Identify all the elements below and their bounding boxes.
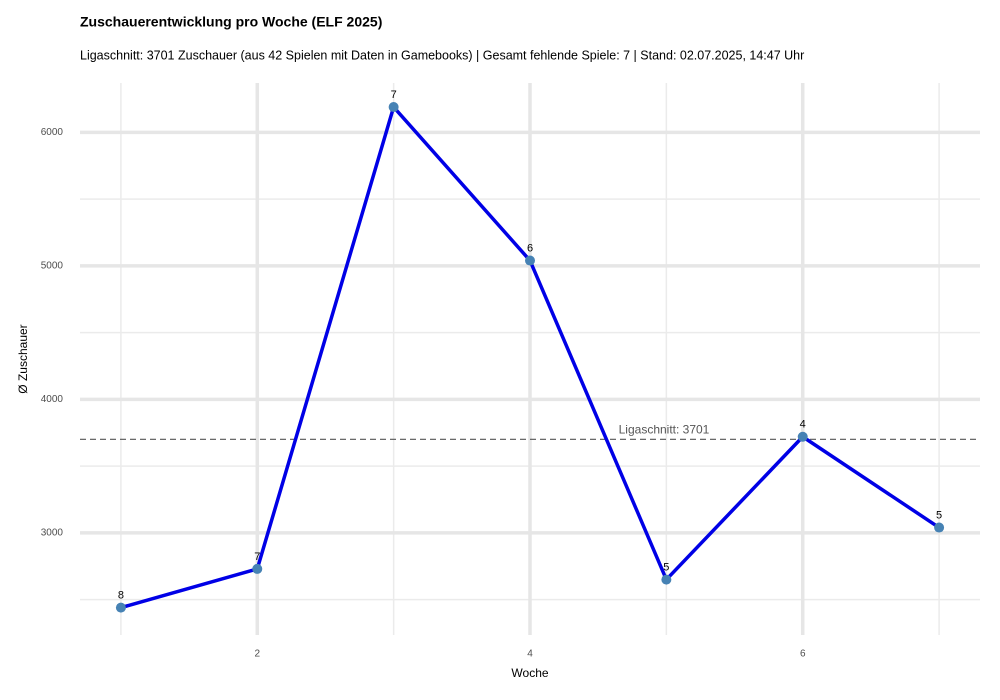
y-tick-label: 6000 [41, 127, 64, 138]
data-point [661, 574, 672, 585]
reference-label: Ligaschnitt: 3701 [619, 422, 710, 436]
point-label: 8 [118, 590, 124, 602]
data-point [797, 431, 808, 442]
chart-title: Zuschauerentwicklung pro Woche (ELF 2025… [80, 14, 382, 30]
x-axis-label: Woche [511, 666, 548, 680]
data-point [252, 563, 263, 574]
x-tick-label: 2 [254, 649, 260, 660]
point-label: 5 [936, 509, 942, 521]
data-point [525, 255, 535, 266]
point-label: 6 [527, 242, 533, 254]
point-label: 4 [800, 419, 806, 431]
y-tick-label: 5000 [41, 261, 64, 272]
data-point [934, 522, 945, 533]
point-label: 7 [391, 89, 397, 101]
point-label: 5 [663, 562, 669, 574]
grid: 2 4 6 3000 4000 5000 6000 [41, 83, 980, 660]
x-tick-label: 6 [800, 649, 806, 660]
x-tick-label: 4 [527, 649, 533, 660]
plot: Ligaschnitt: 3701 8 7 7 6 5 4 5 [80, 89, 980, 613]
point-label: 7 [254, 551, 260, 563]
y-axis-label: Ø Zuschauer [16, 324, 30, 393]
chart-subtitle: Ligaschnitt: 3701 Zuschauer (aus 42 Spie… [80, 48, 804, 62]
data-point [115, 602, 126, 613]
y-tick-label: 4000 [41, 394, 64, 405]
data-point [388, 102, 399, 113]
y-tick-label: 3000 [41, 528, 64, 539]
